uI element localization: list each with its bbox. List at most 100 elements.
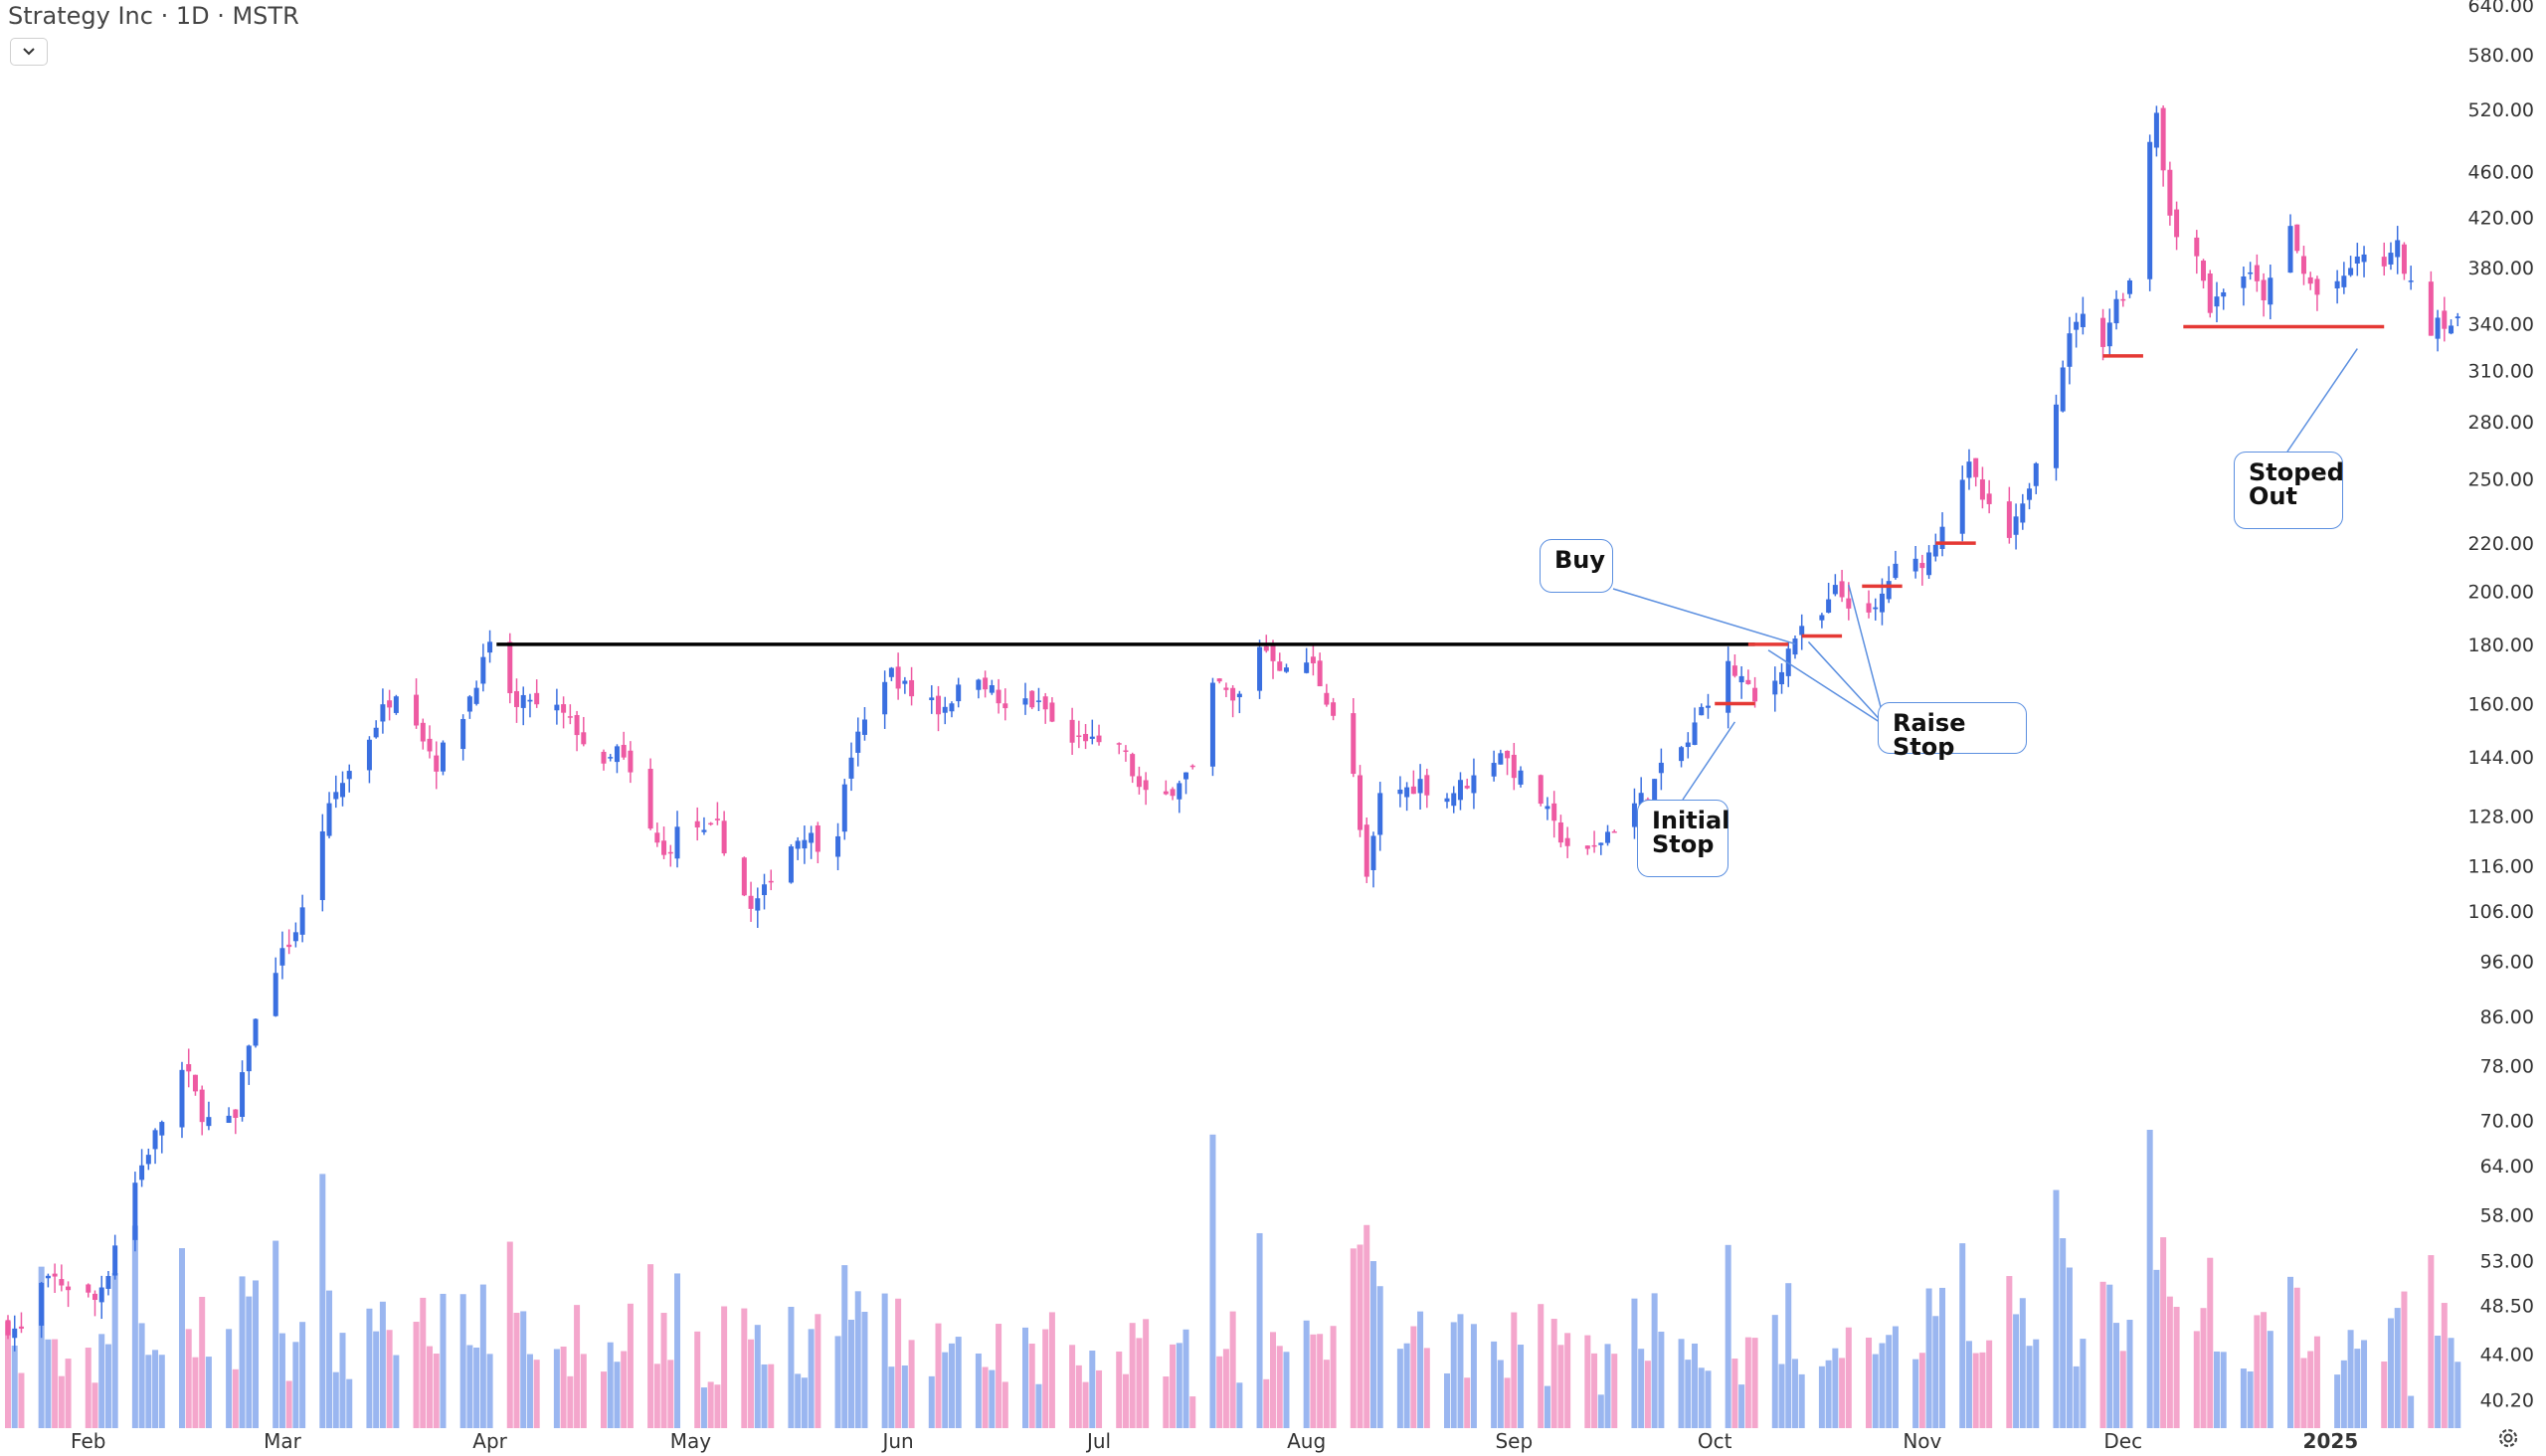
volume-bar [808, 1329, 815, 1428]
candle [1364, 818, 1369, 883]
candle [2442, 296, 2448, 342]
candle [420, 718, 426, 750]
volume-bar [721, 1306, 728, 1428]
candle [1926, 545, 1932, 579]
volume-bar [433, 1354, 440, 1428]
candle [86, 1283, 91, 1298]
candle [882, 670, 888, 729]
candle [895, 652, 901, 700]
candle [2033, 461, 2039, 494]
y-tick-label: 250.00 [2468, 468, 2534, 490]
candle [929, 685, 935, 714]
volume-bar [1176, 1343, 1182, 1428]
volume-bar [278, 1333, 285, 1428]
candle [279, 931, 285, 980]
candle [1986, 479, 1992, 514]
candle [1846, 582, 1852, 621]
volume-bar [553, 1349, 560, 1428]
candle [1551, 791, 1557, 838]
volume-bar [1116, 1351, 1123, 1428]
candle [1611, 829, 1617, 833]
candle [199, 1085, 205, 1136]
candle [340, 771, 346, 807]
candle [2341, 262, 2347, 294]
candle [440, 740, 446, 776]
volume-bar [607, 1342, 614, 1428]
candle [1317, 652, 1323, 687]
volume-bar [707, 1381, 714, 1428]
volume-bar [2394, 1308, 2401, 1428]
volume-bar [888, 1366, 895, 1428]
volume-bar [1651, 1293, 1658, 1428]
candle [1189, 764, 1195, 770]
candle [2207, 270, 2213, 318]
candle [1230, 685, 1236, 718]
volume-bar [5, 1321, 11, 1428]
candle [346, 764, 352, 793]
candle [39, 1281, 45, 1339]
candle [1679, 746, 1685, 768]
candle [2027, 482, 2033, 510]
volume-bar [1170, 1344, 1177, 1428]
volume-bar [1276, 1346, 1283, 1428]
y-tick-label: 96.00 [2480, 951, 2534, 973]
candle [936, 685, 942, 732]
candle [762, 873, 768, 910]
raise-stop-pointer [1807, 640, 1887, 727]
volume-bar [2126, 1320, 2133, 1428]
callout-initial-stop: Initial Stop [1637, 800, 1729, 877]
candle [487, 630, 493, 663]
candle [1973, 457, 1979, 487]
volume-bar [285, 1380, 292, 1428]
volume-bar [1236, 1382, 1243, 1428]
x-tick-label: Feb [71, 1429, 105, 1453]
volume-bar [2347, 1330, 2354, 1428]
volume-bar [533, 1360, 540, 1428]
volume-bar [1163, 1376, 1170, 1428]
candle [1959, 465, 1965, 542]
volume-bar [1798, 1373, 1805, 1428]
candle [983, 670, 989, 698]
x-tick-label: Oct [1698, 1429, 1732, 1453]
candle [1591, 830, 1597, 853]
volume-bar [1048, 1312, 1055, 1428]
volume-bar [373, 1331, 380, 1428]
volume-bar [2160, 1237, 2167, 1428]
volume-bar [2401, 1291, 2408, 1428]
candle [2294, 224, 2300, 254]
volume-bar [1692, 1343, 1699, 1428]
volume-bar [1738, 1384, 1745, 1428]
symbol-dropdown-button[interactable] [10, 38, 48, 66]
volume-bar [427, 1346, 434, 1428]
volume-bar [1303, 1320, 1310, 1428]
chart-title: Strategy Inc · 1D · MSTR [8, 2, 299, 30]
volume-bar [152, 1350, 159, 1428]
candle [1143, 772, 1149, 806]
candle [768, 869, 774, 891]
candle [513, 678, 519, 723]
candle [66, 1281, 72, 1308]
candle [1270, 639, 1276, 679]
volume-bar [1872, 1354, 1879, 1428]
volume-bar [1182, 1329, 1189, 1428]
candle [59, 1264, 65, 1292]
y-tick-label: 520.00 [2468, 99, 2534, 121]
volume-bar [393, 1355, 400, 1428]
settings-gear-icon[interactable] [2494, 1424, 2522, 1452]
volume-bar [1731, 1359, 1738, 1428]
candle [2053, 394, 2059, 481]
volume-bar [1317, 1334, 1324, 1428]
candle [2201, 259, 2207, 289]
candle [2254, 254, 2260, 292]
volume-bar [526, 1354, 533, 1428]
volume-bar [848, 1319, 855, 1428]
y-tick-label: 86.00 [2480, 1006, 2534, 1028]
candle [1069, 707, 1075, 755]
candle [574, 710, 580, 752]
volume-bar [1879, 1343, 1886, 1428]
volume-bar [2267, 1331, 2273, 1428]
candle [326, 792, 332, 838]
candle [2080, 296, 2086, 335]
volume-bar [700, 1387, 707, 1428]
